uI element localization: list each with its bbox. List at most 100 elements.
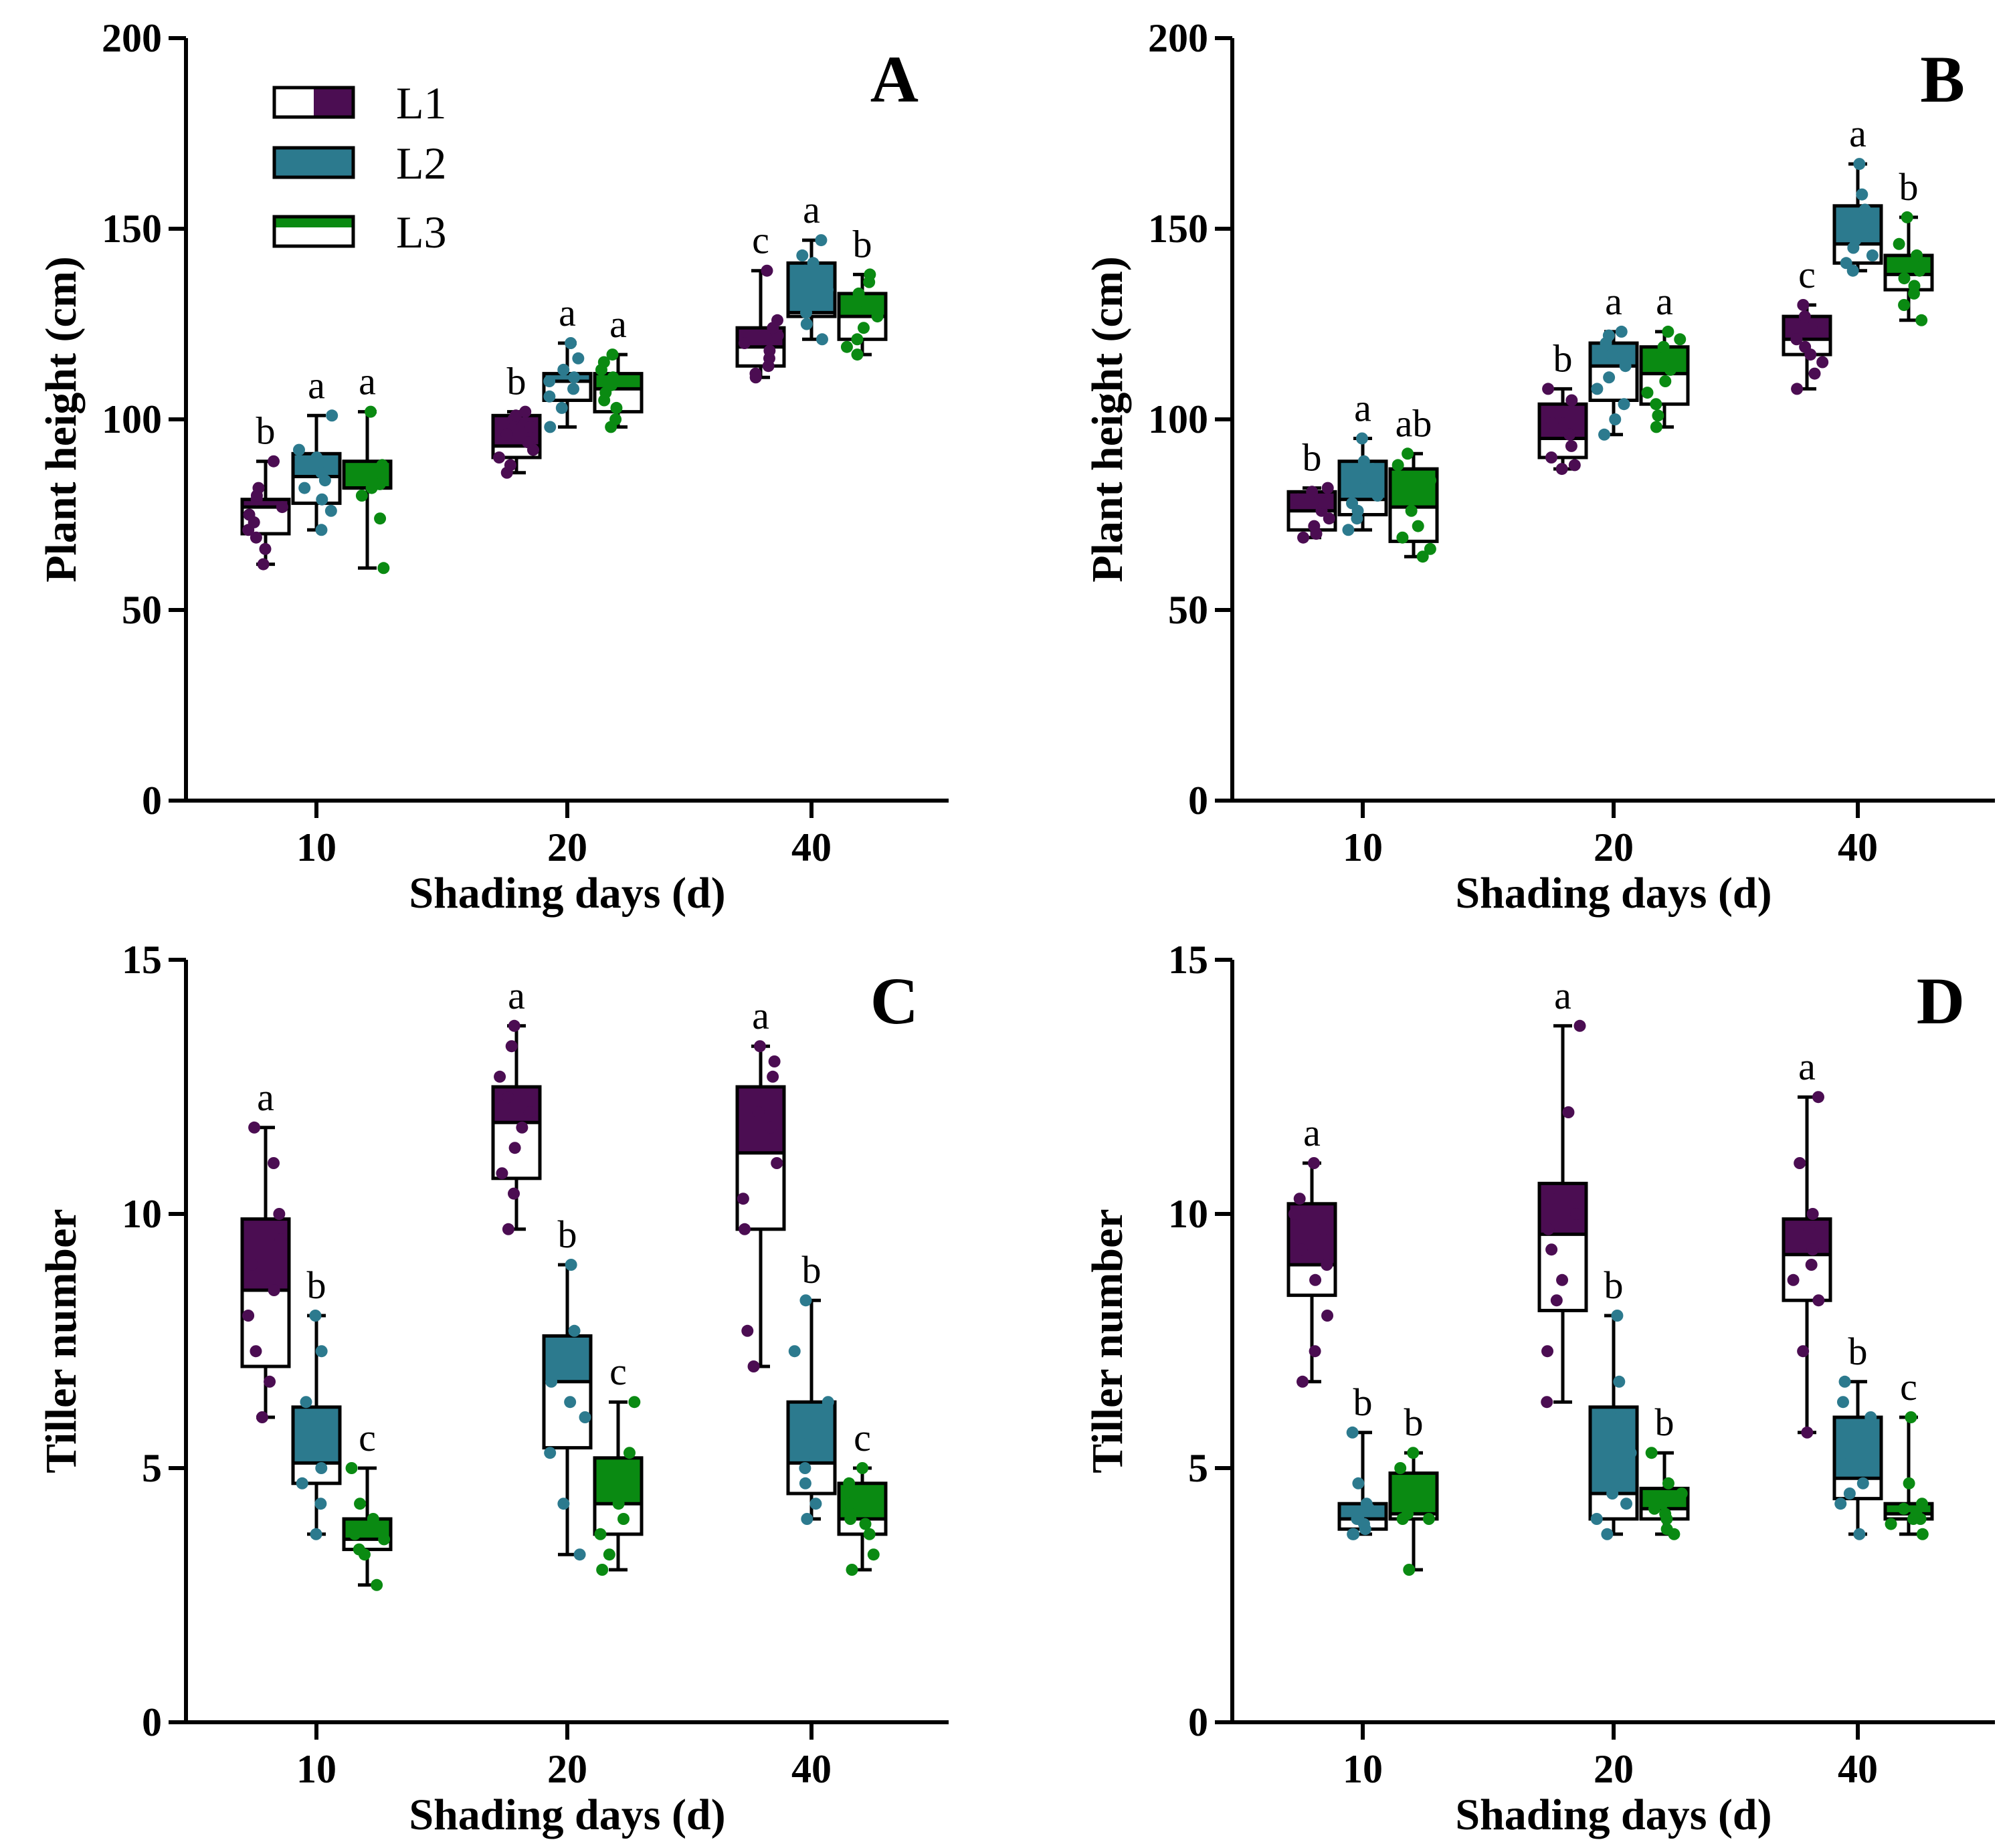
data-point xyxy=(1545,451,1557,464)
data-point xyxy=(1858,203,1871,216)
data-point xyxy=(567,383,580,395)
data-point xyxy=(569,1360,581,1372)
panel-letter: D xyxy=(1917,964,1965,1038)
data-point xyxy=(1371,490,1384,502)
data-point xyxy=(1645,1447,1658,1459)
box-l3-10: c xyxy=(342,1416,393,1591)
data-point xyxy=(568,1324,581,1337)
data-point xyxy=(1675,1487,1688,1500)
data-point xyxy=(268,1284,280,1296)
data-point xyxy=(863,1528,876,1540)
significance-letter: a xyxy=(1303,1111,1321,1154)
box-l3-20: b xyxy=(1639,1401,1690,1540)
data-point xyxy=(353,1543,365,1556)
data-point xyxy=(801,1513,813,1525)
data-point xyxy=(1901,211,1913,223)
data-point xyxy=(267,455,280,468)
box-outline xyxy=(1832,204,1883,265)
x-tick-label: 40 xyxy=(1838,1747,1878,1791)
y-tick-label: 150 xyxy=(102,207,162,251)
legend-label: L2 xyxy=(396,138,447,189)
data-point xyxy=(504,459,516,472)
panel-letter: B xyxy=(1920,42,1965,116)
x-tick-label: 10 xyxy=(296,1747,337,1791)
data-point xyxy=(1352,1477,1365,1490)
significance-letter: b xyxy=(256,409,276,453)
data-point xyxy=(1790,333,1803,346)
data-point xyxy=(1591,383,1604,395)
box-outline xyxy=(1286,1202,1337,1298)
significance-letter: a xyxy=(752,994,769,1037)
box-l1-40: c xyxy=(735,219,786,384)
data-point xyxy=(494,1070,506,1083)
significance-letter: a xyxy=(609,302,627,346)
panel-a: 0 50 100 150 200 10 20 40 Shading days (d) Plant … xyxy=(37,16,949,918)
data-point xyxy=(1562,1106,1575,1118)
data-point xyxy=(1606,1487,1619,1500)
significance-letter: b xyxy=(1553,336,1573,380)
data-point xyxy=(1318,497,1331,510)
box-l2-20: a xyxy=(1588,280,1639,441)
y-tick-label: 0 xyxy=(142,1700,162,1744)
significance-letter: b xyxy=(853,222,872,266)
box-l3-20: c xyxy=(593,1350,644,1576)
data-point xyxy=(1662,1477,1674,1490)
legend-item-l3: L3 xyxy=(272,207,447,258)
data-point xyxy=(864,268,876,281)
y-tick-label: 200 xyxy=(1148,16,1208,60)
significance-letter: a xyxy=(1849,112,1866,155)
x-tick-label: 10 xyxy=(1343,1747,1383,1791)
data-point xyxy=(1615,325,1628,338)
data-point xyxy=(1659,375,1672,387)
data-point xyxy=(1816,356,1829,369)
data-point xyxy=(1602,329,1615,342)
box-l3-10: b xyxy=(1388,1401,1439,1576)
box-outline xyxy=(240,498,291,536)
data-point xyxy=(816,333,828,346)
data-point xyxy=(799,1462,811,1474)
data-point xyxy=(1557,405,1569,418)
data-point xyxy=(1419,490,1432,502)
box-l3-40: c xyxy=(837,1416,888,1576)
data-point xyxy=(315,1345,328,1358)
data-point xyxy=(1317,1223,1329,1235)
data-point xyxy=(267,1157,280,1169)
y-tick-label: 0 xyxy=(142,779,162,823)
data-point xyxy=(508,1187,520,1200)
data-point xyxy=(1662,325,1674,338)
data-point xyxy=(1797,1345,1810,1358)
data-point xyxy=(309,1310,322,1322)
data-point xyxy=(737,1193,749,1205)
data-point xyxy=(242,1310,255,1322)
data-point xyxy=(594,1528,607,1540)
box-l2-20: b xyxy=(1588,1263,1639,1540)
data-point xyxy=(1601,1528,1614,1540)
data-point xyxy=(1641,387,1654,399)
data-point xyxy=(355,490,368,502)
data-point xyxy=(767,1070,779,1083)
data-point xyxy=(522,436,535,449)
x-axis-title: Shading days (d) xyxy=(1455,869,1771,918)
data-point xyxy=(516,1121,529,1134)
box-l3-40: b xyxy=(837,222,888,361)
box-l2-20: a xyxy=(542,291,593,433)
data-point xyxy=(310,1528,322,1540)
box-outline xyxy=(1537,402,1588,459)
data-point xyxy=(1611,1310,1624,1322)
data-point xyxy=(1610,1477,1622,1490)
data-point xyxy=(1898,299,1911,311)
box-outline xyxy=(1782,1217,1832,1302)
data-point xyxy=(378,1533,391,1546)
data-point xyxy=(815,234,828,247)
significance-letter: a xyxy=(1605,280,1622,323)
box-fill-colored xyxy=(737,1087,784,1153)
data-point xyxy=(1916,1498,1929,1510)
data-point xyxy=(1360,1498,1373,1510)
data-point xyxy=(1652,352,1665,365)
data-point xyxy=(1803,1223,1816,1235)
significance-letter: b xyxy=(1655,1401,1674,1444)
box-l1-10: a xyxy=(240,1075,291,1423)
x-tick-label: 40 xyxy=(791,1747,832,1791)
legend-label: L3 xyxy=(396,207,447,258)
data-point xyxy=(1306,486,1319,498)
